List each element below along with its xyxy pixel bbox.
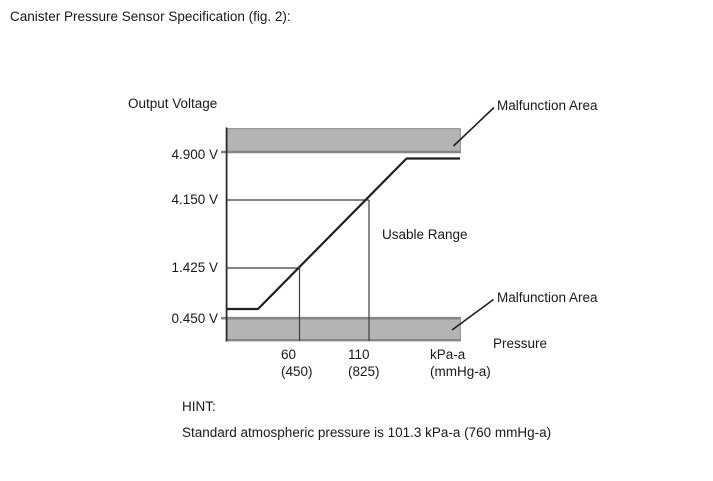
y-tick-0450: 0.450 V <box>171 311 218 326</box>
x-tick-110-mmhg: (825) <box>348 364 380 379</box>
y-tick-4900: 4.900 V <box>171 147 218 162</box>
leader-line-malfunction-bottom <box>451 298 494 331</box>
x-unit-kpa: kPa-a <box>430 347 466 362</box>
page-title: Canister Pressure Sensor Specification (… <box>10 9 291 24</box>
hint-text: Standard atmospheric pressure is 101.3 k… <box>182 425 552 440</box>
x-unit-label: kPa-a (mmHg-a) <box>430 346 491 380</box>
x-tick-60-kpa: 60 <box>281 347 297 362</box>
x-axis-title: Pressure <box>493 336 548 351</box>
x-tick-60-mmhg: (450) <box>281 364 313 379</box>
x-tick-110: 110 (825) <box>348 346 380 380</box>
x-tick-110-kpa: 110 <box>348 347 370 362</box>
malfunction-area-label-top: Malfunction Area <box>497 98 598 113</box>
malfunction-band-top <box>227 128 461 153</box>
y-tick-1425: 1.425 V <box>171 260 218 275</box>
y-axis-title: Output Voltage <box>128 96 218 111</box>
x-unit-mmhg: (mmHg-a) <box>430 364 491 379</box>
x-tick-60: 60 (450) <box>281 346 313 380</box>
sensor-output-curve <box>227 157 460 311</box>
hint-heading: HINT: <box>182 399 216 414</box>
usable-range-label: Usable Range <box>382 227 468 242</box>
malfunction-area-label-bottom: Malfunction Area <box>497 290 598 305</box>
y-tick-4150: 4.150 V <box>171 192 218 207</box>
leader-line-malfunction-top <box>452 106 495 147</box>
malfunction-band-bottom <box>227 318 461 341</box>
